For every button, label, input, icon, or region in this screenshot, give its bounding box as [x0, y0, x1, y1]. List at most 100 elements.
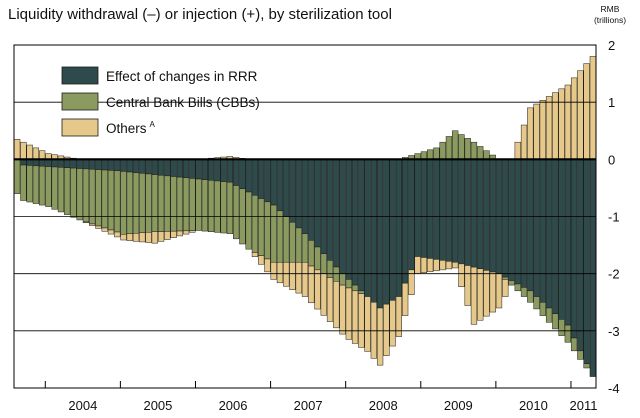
bar-rrr [176, 159, 183, 178]
bar-others [308, 265, 315, 304]
bar-cbb [477, 146, 484, 160]
bar-cbb [120, 171, 127, 235]
bar-cbb [189, 178, 196, 231]
bar-cbb [433, 147, 440, 160]
bar-others [389, 300, 396, 347]
bar-rrr [445, 159, 453, 262]
bar-others [420, 257, 428, 273]
bar-cbb [351, 284, 359, 292]
bar-others [20, 141, 27, 160]
bar-others [107, 229, 115, 235]
bar-cbb [270, 204, 277, 263]
bar-others [326, 277, 334, 322]
y-tick-label: -4 [608, 381, 620, 396]
bar-cbb [182, 177, 190, 232]
bar-others [264, 258, 271, 273]
bar-cbb [51, 166, 58, 210]
bar-others [358, 293, 365, 348]
bar-rrr [89, 159, 96, 170]
bar-rrr [126, 159, 133, 173]
bar-cbb [107, 170, 115, 231]
bar-cbb [201, 179, 209, 232]
y-axis-unit: RMB (trillions) [584, 4, 636, 26]
bar-cbb [483, 150, 490, 160]
bar-cbb [26, 165, 33, 203]
y-tick-label: 2 [608, 38, 615, 53]
bar-cbb [583, 363, 590, 369]
bar-cbb [157, 174, 165, 232]
bar-others [433, 259, 440, 272]
x-tick-label: 2004 [68, 398, 97, 413]
bar-cbb [464, 138, 471, 160]
plot-border [13, 44, 597, 389]
bar-rrr [577, 159, 584, 352]
bar-rrr [364, 159, 371, 297]
bar-rrr [201, 159, 209, 180]
bar-others [32, 147, 40, 160]
bar-cbb [258, 198, 265, 256]
bar-cbb [126, 171, 133, 235]
bar-rrr [107, 159, 115, 171]
bar-cbb [508, 280, 515, 286]
bar-rrr [251, 159, 259, 196]
bar-others [26, 144, 33, 160]
bar-others [157, 231, 165, 242]
bar-others [514, 141, 521, 160]
bar-others [564, 84, 571, 160]
bar-rrr [189, 159, 196, 179]
bar-others [445, 261, 453, 270]
bar-rrr [326, 159, 334, 261]
bar-others [164, 231, 171, 240]
bar-cbb [57, 167, 65, 213]
bar-rrr [226, 159, 234, 183]
bar-others [301, 261, 309, 297]
bar-rrr [483, 159, 490, 271]
bar-rrr [552, 159, 559, 314]
bar-cbb [539, 302, 546, 316]
bar-rrr [452, 159, 459, 263]
bar-others [82, 221, 90, 224]
bar-cbb [320, 253, 327, 274]
bar-rrr [245, 159, 252, 193]
bar-others [539, 100, 546, 160]
bar-others [114, 231, 121, 238]
x-tick-label: 2011 [569, 398, 597, 413]
bar-cbb [95, 169, 102, 227]
bar-cbb [214, 180, 221, 233]
bar-cbb [220, 181, 227, 234]
bar-cbb [170, 176, 177, 232]
bar-cbb [301, 233, 309, 263]
bar-rrr [477, 159, 484, 270]
bar-others [314, 269, 321, 310]
bar-rrr [489, 159, 496, 273]
bar-rrr [508, 159, 515, 281]
bar-others [120, 234, 127, 241]
bar-rrr [283, 159, 290, 217]
legend-footnote-marker: A [150, 120, 156, 129]
bar-rrr [389, 159, 396, 301]
bar-others [295, 261, 302, 294]
bar-rrr [427, 159, 434, 259]
bar-rrr [320, 159, 327, 254]
bar-cbb [314, 246, 321, 271]
bar-cbb [164, 175, 171, 232]
bar-cbb [502, 276, 509, 280]
bar-rrr [502, 159, 509, 278]
bar-cbb [326, 260, 334, 278]
bar-rrr [151, 159, 158, 175]
bar-cbb [208, 180, 215, 232]
bar-cbb [333, 266, 340, 282]
bar-others [39, 150, 46, 160]
y-axis: 2 1 0 -1 -2 -3 -4 [608, 38, 620, 396]
legend-swatch-rrr [61, 66, 99, 85]
bar-others [489, 271, 496, 313]
bar-others [527, 107, 534, 160]
bar-rrr [376, 159, 384, 309]
bar-others [126, 233, 133, 241]
bar-others [151, 231, 158, 244]
plot-frame [13, 44, 597, 389]
bar-rrr [289, 159, 296, 223]
bar-cbb [458, 134, 465, 160]
bar-cbb [445, 136, 453, 160]
y-tick-label: 1 [608, 95, 615, 110]
